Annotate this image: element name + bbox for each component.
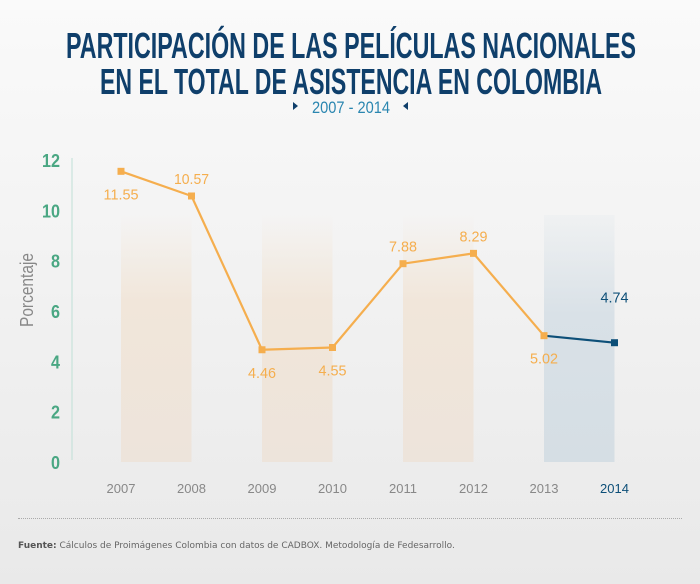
data-label-2013: 5.02 bbox=[530, 351, 558, 368]
series-line-segment bbox=[331, 262, 404, 349]
data-label-2011: 7.88 bbox=[389, 239, 417, 256]
subtitle: 2007 - 2014 bbox=[312, 98, 390, 117]
title-line-2: EN EL TOTAL DE ASISTENCIA EN COLOMBIA bbox=[100, 61, 602, 102]
series-line-segment bbox=[190, 195, 263, 351]
band-2009-2010 bbox=[262, 215, 333, 462]
series-line-segment bbox=[402, 252, 474, 265]
data-point-2013 bbox=[540, 332, 548, 340]
y-tick-label: 10 bbox=[42, 201, 60, 221]
y-tick-label: 4 bbox=[51, 352, 60, 372]
y-tick-label: 12 bbox=[42, 151, 60, 171]
data-label-2007: 11.55 bbox=[104, 186, 139, 203]
data-label-2010: 4.55 bbox=[319, 362, 347, 379]
series-line-segment bbox=[261, 346, 333, 351]
y-tick-label: 8 bbox=[51, 252, 60, 272]
data-point-2007 bbox=[117, 167, 125, 175]
data-point-2010 bbox=[329, 343, 336, 351]
data-point-2008 bbox=[188, 192, 195, 200]
subtitle-left-arrow-icon bbox=[293, 102, 298, 110]
footer: Fuente: Cálculos de Proimágenes Colombia… bbox=[18, 541, 455, 551]
series-line-segment bbox=[472, 252, 545, 337]
y-axis-label: Porcentaje bbox=[17, 253, 37, 327]
x-tick-label: 2010 bbox=[318, 481, 347, 496]
x-tick-label: 2009 bbox=[248, 481, 277, 496]
data-label-2008: 10.57 bbox=[174, 171, 209, 188]
y-tick-label: 0 bbox=[51, 453, 60, 473]
y-tick-label: 6 bbox=[51, 302, 60, 322]
data-point-2011 bbox=[399, 260, 407, 268]
data-point-2014 bbox=[611, 339, 618, 347]
data-label-2009: 4.46 bbox=[248, 365, 276, 382]
title-line-1: PARTICIPACIÓN DE LAS PELÍCULAS NACIONALE… bbox=[66, 24, 636, 66]
footer-label: Fuente: bbox=[18, 541, 57, 551]
x-tick-label: 2013 bbox=[530, 481, 559, 496]
footer-divider bbox=[18, 518, 682, 519]
x-tick-label: 2011 bbox=[389, 481, 417, 496]
data-label-2014: 4.74 bbox=[601, 290, 629, 307]
footer-text: Cálculos de Proimágenes Colombia con dat… bbox=[59, 541, 455, 551]
series-line-segment bbox=[120, 170, 192, 198]
data-point-2009 bbox=[258, 346, 266, 354]
data-point-2012 bbox=[470, 249, 477, 257]
y-tick-label: 2 bbox=[51, 403, 60, 423]
x-tick-label: 2007 bbox=[107, 481, 136, 496]
x-tick-label: 2014 bbox=[600, 481, 629, 496]
series-line-segment bbox=[543, 334, 615, 344]
x-tick-label: 2012 bbox=[459, 481, 488, 496]
data-label-2012: 8.29 bbox=[460, 228, 488, 245]
subtitle-right-arrow-icon bbox=[403, 102, 408, 110]
band-2007-2008 bbox=[121, 215, 192, 462]
x-tick-label: 2008 bbox=[177, 481, 206, 496]
